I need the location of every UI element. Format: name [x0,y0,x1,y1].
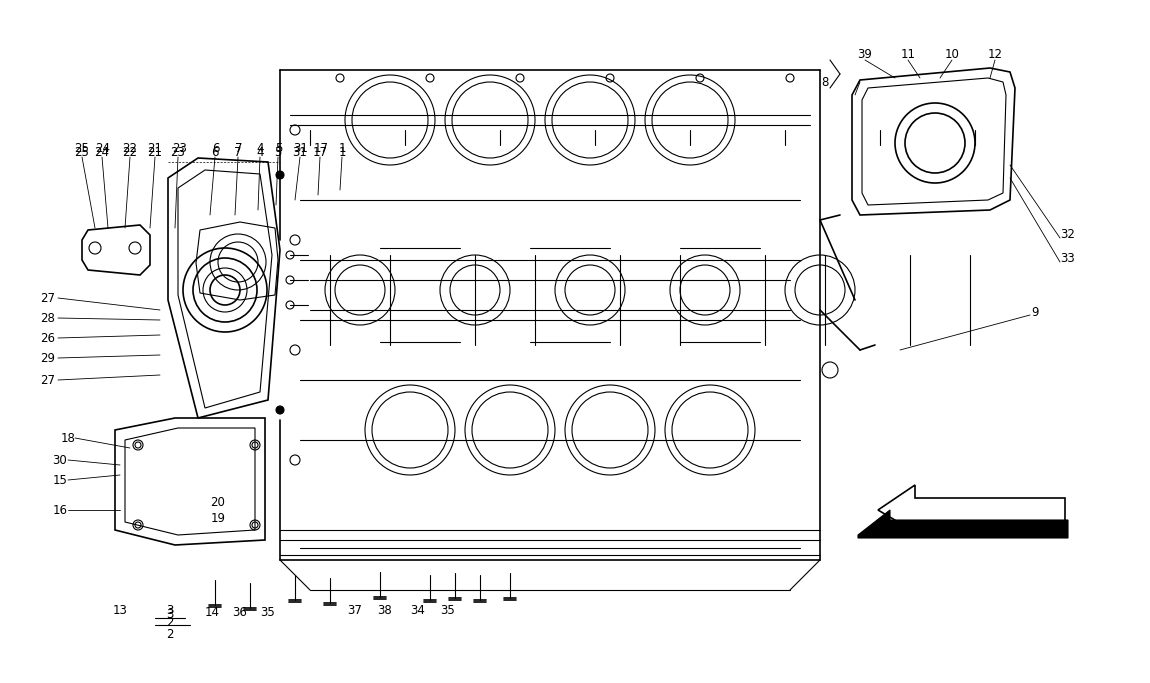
Polygon shape [858,510,1068,538]
Text: 2: 2 [167,628,174,641]
Text: 35: 35 [261,606,275,619]
Text: 1: 1 [338,145,346,158]
Text: 27: 27 [40,292,55,305]
Text: 5: 5 [275,145,282,158]
Circle shape [276,171,284,179]
Text: 4: 4 [256,145,263,158]
Text: 13: 13 [113,604,128,617]
Text: 26: 26 [40,331,55,344]
Circle shape [276,406,284,414]
Text: 21: 21 [147,141,162,154]
Text: 7: 7 [235,145,242,158]
Text: 31: 31 [292,145,307,158]
Text: 15: 15 [53,473,68,486]
Text: 27: 27 [40,374,55,387]
Text: 20: 20 [210,495,225,509]
Text: 23: 23 [172,141,187,154]
Text: 31: 31 [293,141,308,154]
Text: 14: 14 [205,606,220,619]
Text: 35: 35 [440,604,455,617]
Text: 11: 11 [900,48,915,61]
Text: 4: 4 [256,141,263,154]
Text: 18: 18 [61,432,76,445]
Text: 39: 39 [858,48,873,61]
Text: 23: 23 [170,145,185,158]
Text: 2: 2 [167,615,174,628]
Text: 24: 24 [95,141,110,154]
Text: 34: 34 [411,604,425,617]
Text: 33: 33 [1060,251,1075,264]
Text: 32: 32 [1060,229,1075,242]
Text: 10: 10 [944,48,959,61]
Text: 6: 6 [212,145,218,158]
Text: 6: 6 [213,141,220,154]
Text: 21: 21 [147,145,162,158]
Text: 5: 5 [275,141,283,154]
Text: 25: 25 [75,141,90,154]
Text: 1: 1 [338,141,346,154]
Text: 36: 36 [232,606,247,619]
Text: 30: 30 [53,454,68,466]
Text: 16: 16 [53,503,68,516]
Text: 28: 28 [40,311,55,324]
Text: 9: 9 [1032,305,1038,318]
Text: 24: 24 [94,145,109,158]
Text: 7: 7 [236,141,243,154]
Text: 3: 3 [167,604,174,617]
Text: 17: 17 [313,145,328,158]
Text: 3: 3 [167,609,174,622]
Text: 17: 17 [314,141,329,154]
Polygon shape [877,485,1065,532]
Text: 38: 38 [377,604,392,617]
Text: 12: 12 [988,48,1003,61]
Text: 37: 37 [347,604,362,617]
Text: 19: 19 [210,512,225,525]
Text: 8: 8 [821,76,829,89]
Text: 22: 22 [123,145,138,158]
Text: 29: 29 [40,352,55,365]
Text: 25: 25 [75,145,90,158]
Text: 22: 22 [123,141,138,154]
